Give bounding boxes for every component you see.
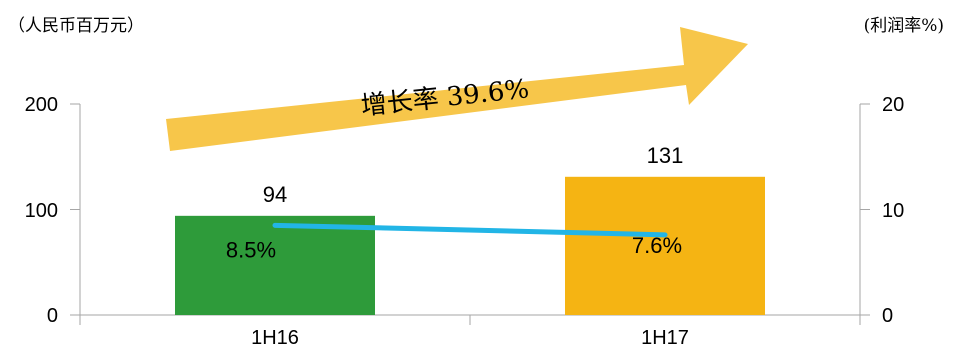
left-tick-label-200: 200 [25,94,58,116]
data-labels: 94 131 1H16 1H17 8.5% 7.6% [226,143,689,349]
bar-value-label-1H16: 94 [263,182,287,207]
bar-series [175,176,765,315]
right-axis: 20 10 0 [859,94,904,327]
x-tick-label-1H16: 1H16 [251,327,299,349]
left-axis: 200 100 0 [25,94,81,327]
right-axis-unit: (利润率%) [864,16,944,36]
margin-line-series [272,222,668,238]
left-tick-label-100: 100 [25,200,58,222]
bar-1H17 [565,176,765,315]
margin-label-1H16: 8.5% [226,237,276,262]
right-tick-label-0: 0 [882,305,893,327]
margin-line [272,222,668,238]
right-tick-label-10: 10 [882,200,904,222]
margin-label-1H17: 7.6% [632,233,682,258]
left-axis-unit: （人民币百万元） [8,16,144,36]
left-tick-label-0: 0 [47,305,58,327]
x-axis [79,314,861,325]
growth-arrow-shape [166,27,748,151]
growth-arrow: 增长率 39.6% [166,27,748,151]
right-tick-label-20: 20 [882,94,904,116]
bar-1H16 [175,215,375,315]
x-tick-label-1H17: 1H17 [641,327,689,349]
bar-value-label-1H17: 131 [647,143,684,168]
